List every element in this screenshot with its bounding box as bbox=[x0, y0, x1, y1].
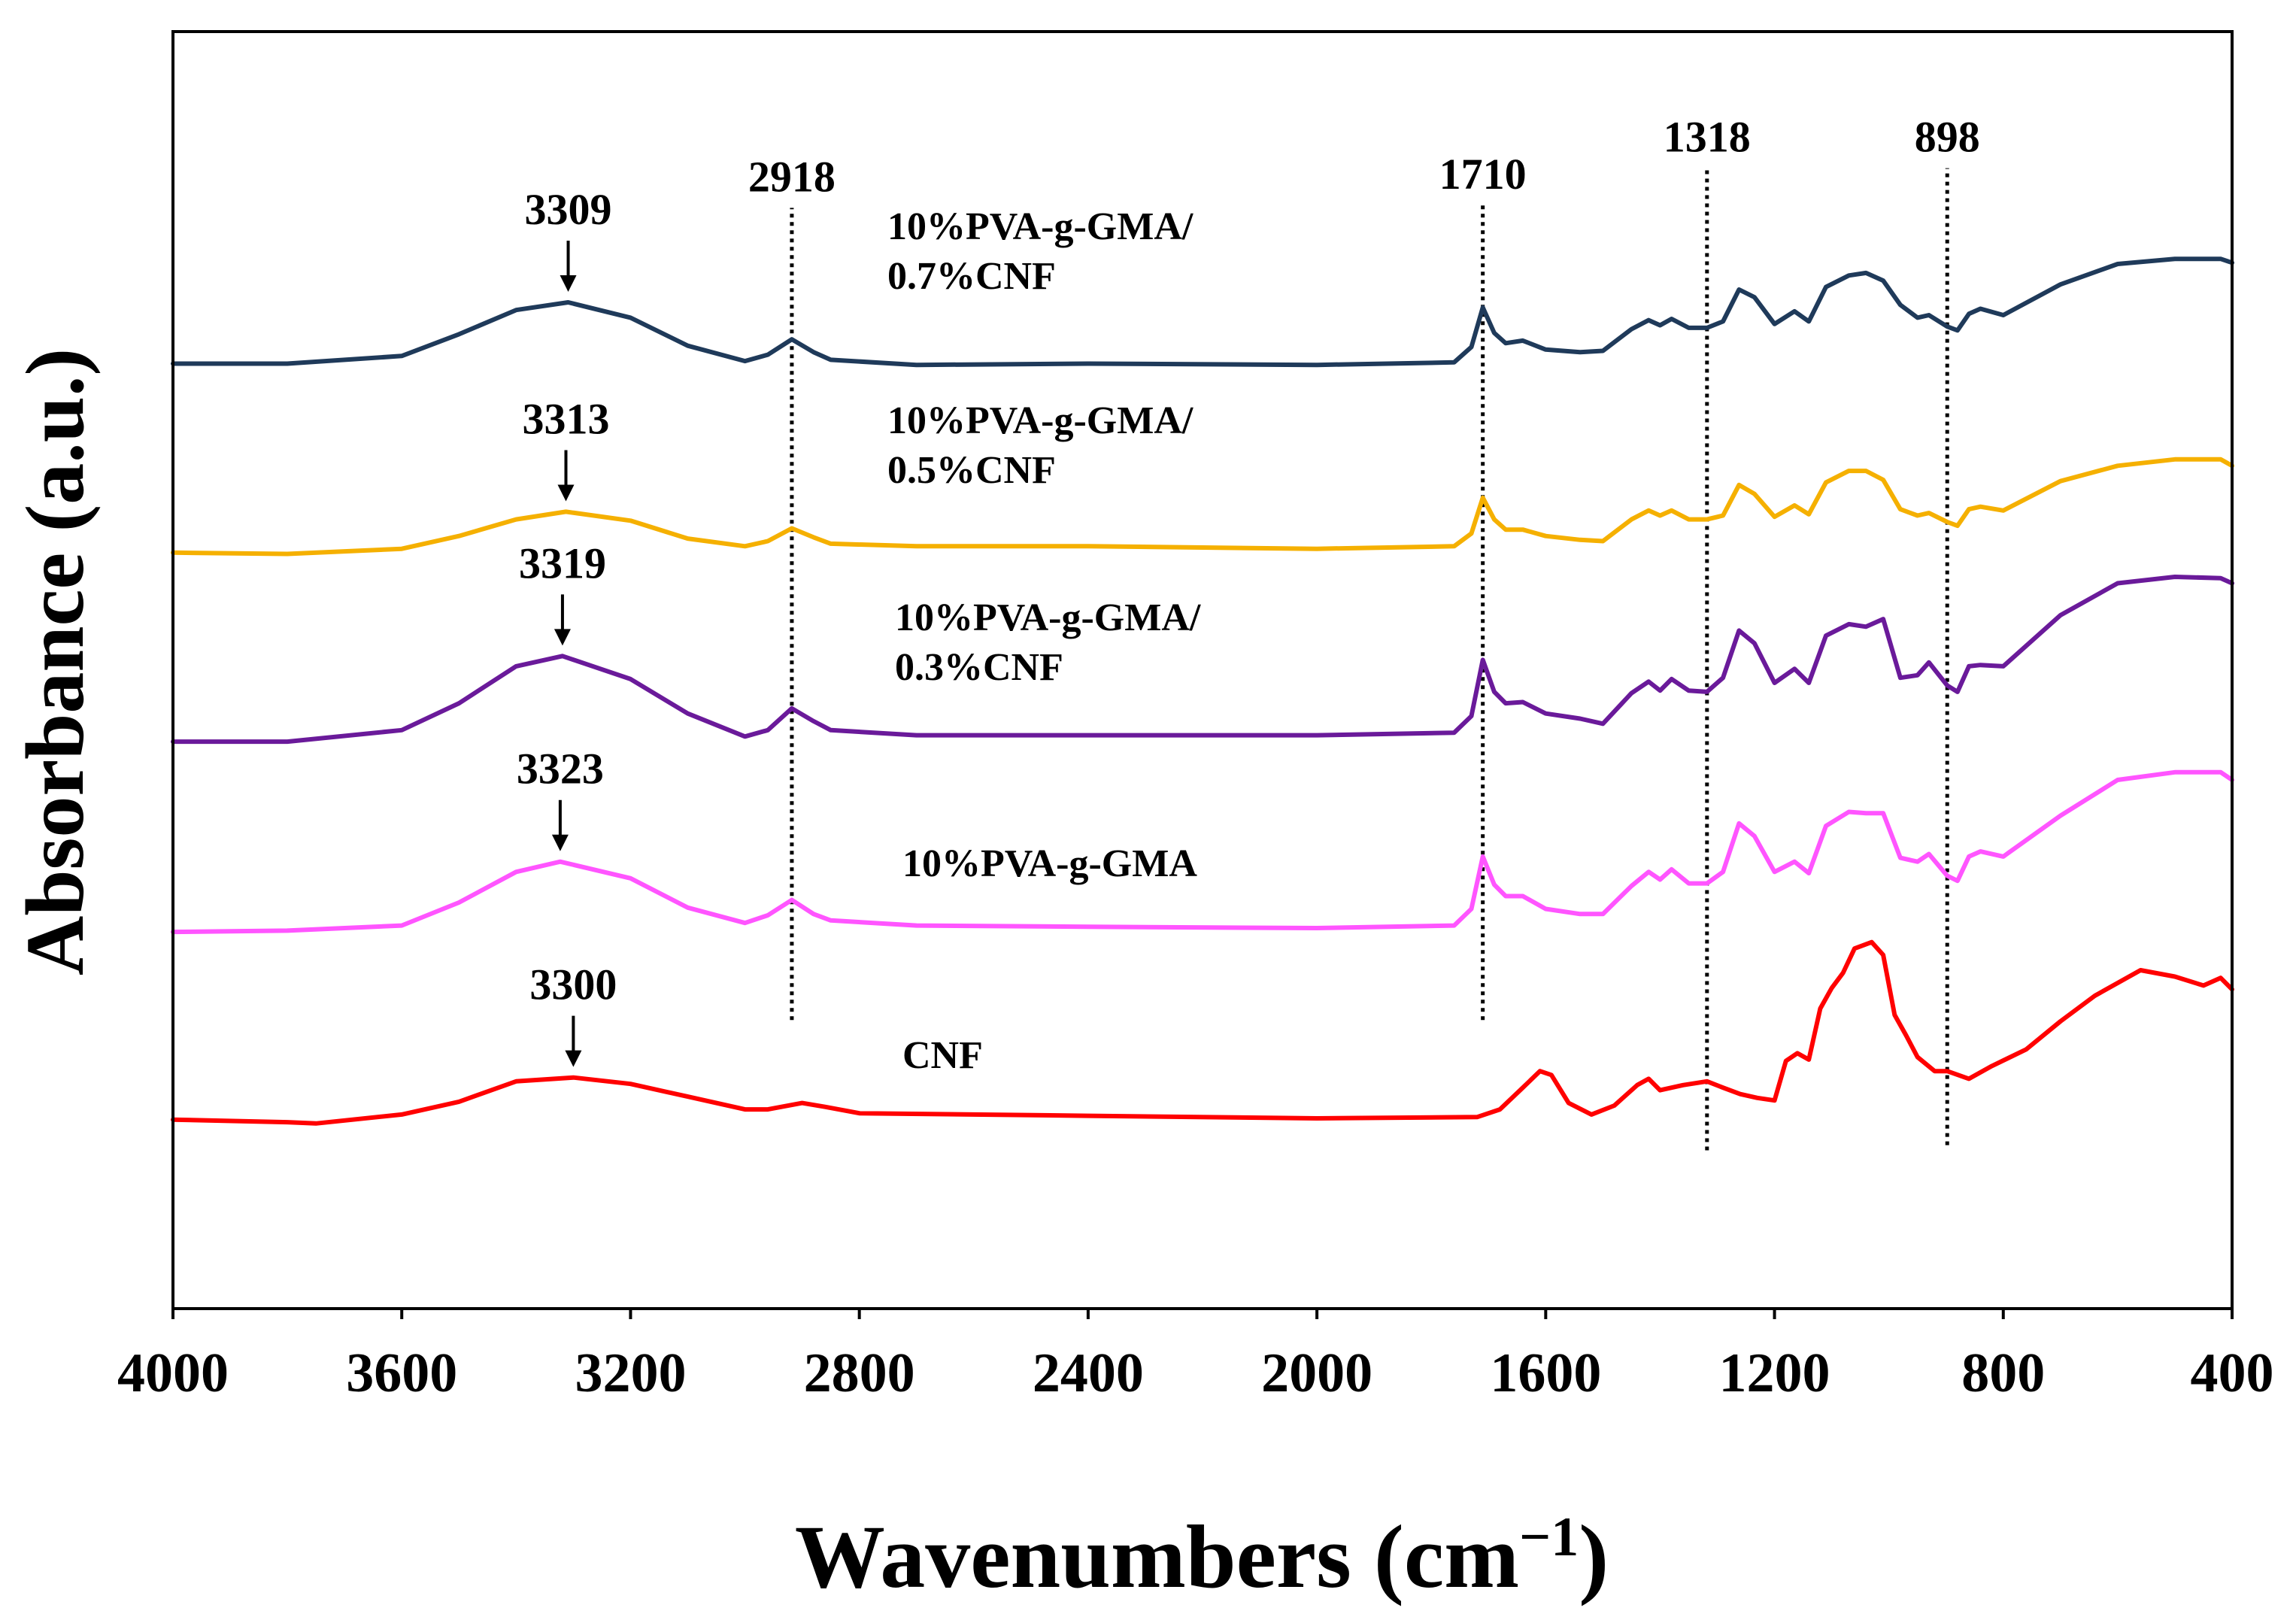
x-axis-title-main: Wavenumbers (cm bbox=[795, 1506, 1519, 1606]
series-label-line: CNF bbox=[902, 1034, 983, 1077]
series-line-cnf bbox=[171, 939, 2234, 1126]
peak-arrow-head-3309 bbox=[560, 275, 577, 292]
x-tick-label-800: 800 bbox=[1961, 1342, 2045, 1404]
peak-arrow-head-3313 bbox=[557, 484, 575, 502]
series-label-line: 10%PVA-g-GMA/ bbox=[887, 399, 1193, 442]
x-tick-label-1600: 1600 bbox=[1490, 1342, 1601, 1404]
series-label-10-pva-g-gma: 10%PVA-g-GMA bbox=[902, 842, 1197, 885]
reference-label-1318: 1318 bbox=[1664, 113, 1751, 162]
x-tick-label-400: 400 bbox=[2191, 1342, 2274, 1404]
reference-label-1710: 1710 bbox=[1439, 150, 1527, 199]
series-label-line: 10%PVA-g-GMA bbox=[902, 842, 1197, 885]
x-axis-title: Wavenumbers (cm−1) bbox=[795, 1506, 1609, 1606]
series-line-10-pva-g-gma bbox=[171, 769, 2234, 935]
peak-label-3313: 3313 bbox=[523, 394, 610, 443]
x-tick-label-3600: 3600 bbox=[346, 1342, 457, 1404]
peak-label-3300: 3300 bbox=[529, 960, 617, 1009]
peak-arrow-head-3323 bbox=[551, 834, 569, 851]
y-axis-title: Absorbance (a.u.) bbox=[9, 348, 101, 975]
x-axis-title-superscript: −1 bbox=[1519, 1506, 1579, 1568]
series-label-line: 10%PVA-g-GMA/ bbox=[895, 596, 1201, 639]
reference-label-898: 898 bbox=[1915, 113, 1980, 162]
peak-arrow-head-3300 bbox=[565, 1050, 582, 1067]
series-label-cnf: CNF bbox=[902, 1034, 983, 1077]
x-axis-ticks: 4000 3600 3200 2800 2400 2000 1600 1200 800 400 bbox=[117, 1309, 2274, 1404]
series-line-10-pva-g-gma-0-7-cnf bbox=[171, 256, 2234, 368]
plot-frame bbox=[171, 30, 2234, 1310]
x-tick-label-1200: 1200 bbox=[1719, 1342, 1830, 1404]
peak-label-3323: 3323 bbox=[517, 745, 604, 793]
series-label-10-pva-g-gma-0-3-cnf: 10%PVA-g-GMA/0.3%CNF bbox=[895, 596, 1201, 689]
x-axis-title-close: ) bbox=[1579, 1506, 1609, 1606]
peak-label-3309: 3309 bbox=[525, 185, 612, 234]
peak-annotations: 3309 3313 3319 3323 3300 bbox=[517, 185, 617, 1067]
series-label-line: 0.3%CNF bbox=[895, 646, 1063, 689]
series-label-line: 10%PVA-g-GMA/ bbox=[887, 205, 1193, 248]
series-label-10-pva-g-gma-0-7-cnf: 10%PVA-g-GMA/0.7%CNF bbox=[887, 205, 1193, 298]
x-tick-label-2000: 2000 bbox=[1261, 1342, 1372, 1404]
x-tick-label-4000: 4000 bbox=[117, 1342, 229, 1404]
series-line-10-pva-g-gma-0-3-cnf bbox=[171, 575, 2234, 745]
series-line-10-pva-g-gma-0-5-cnf bbox=[171, 457, 2234, 557]
peak-arrow-head-3319 bbox=[554, 629, 571, 646]
reference-label-2918: 2918 bbox=[748, 152, 836, 201]
reference-lines: 2918 1710 1318 898 bbox=[748, 113, 1980, 1151]
series-label-line: 0.5%CNF bbox=[887, 449, 1056, 492]
x-tick-label-2800: 2800 bbox=[804, 1342, 915, 1404]
peak-label-3319: 3319 bbox=[519, 538, 606, 587]
x-tick-label-3200: 3200 bbox=[575, 1342, 686, 1404]
series-label-10-pva-g-gma-0-5-cnf: 10%PVA-g-GMA/0.5%CNF bbox=[887, 399, 1193, 492]
x-tick-label-2400: 2400 bbox=[1033, 1342, 1144, 1404]
series-label-line: 0.7%CNF bbox=[887, 255, 1056, 298]
spectra-lines: 10%PVA-g-GMA/0.7%CNF10%PVA-g-GMA/0.5%CNF… bbox=[171, 205, 2234, 1126]
